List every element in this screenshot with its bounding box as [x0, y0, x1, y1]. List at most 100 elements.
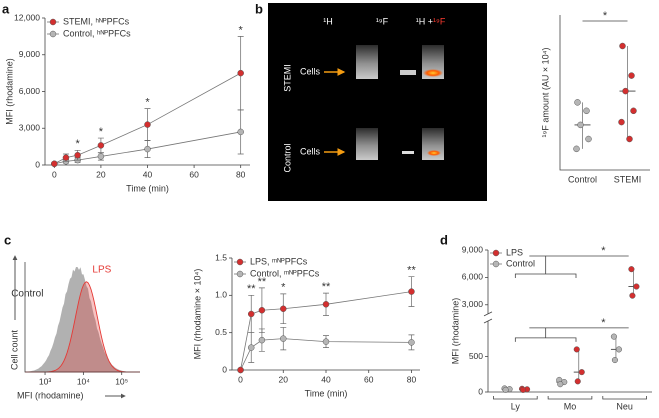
- axis: [559, 15, 650, 171]
- x-tick-label: Neu: [616, 401, 633, 411]
- overlay-signal: [427, 150, 441, 156]
- legend-marker: [236, 258, 244, 266]
- data-point: [74, 151, 81, 159]
- f19-signal: [400, 70, 416, 75]
- x-tick-label: 60: [189, 169, 199, 179]
- data-point: [247, 344, 255, 351]
- series-line: [240, 338, 412, 371]
- legend-label: LPS: [506, 247, 523, 257]
- data-point: [280, 335, 287, 342]
- significance: **: [407, 265, 416, 277]
- y-tick-label: 0: [222, 364, 227, 374]
- significance: *: [281, 282, 286, 294]
- data-point: [633, 283, 640, 290]
- panel-letter: c: [4, 232, 11, 247]
- row-label: Control: [282, 143, 292, 172]
- data-point: [615, 346, 622, 353]
- data-point: [280, 305, 287, 313]
- data-point: [630, 107, 637, 115]
- data-point: [573, 346, 580, 353]
- x-axis-label: Time (min): [126, 183, 169, 193]
- series-label: LPS: [92, 265, 111, 276]
- f19-signal: [402, 151, 414, 154]
- y-tick-label: 1.5: [215, 252, 227, 262]
- x-tick-label: 80: [407, 374, 417, 384]
- tube: [356, 128, 378, 160]
- significance: *: [99, 126, 104, 138]
- axis: [487, 250, 652, 393]
- data-point: [574, 378, 581, 385]
- y-tick-label: 6,000: [19, 86, 41, 96]
- histogram: [25, 267, 140, 372]
- x-tick-label: 10³: [39, 376, 51, 386]
- x-tick-label: 20: [96, 169, 106, 179]
- series-label: Control: [11, 289, 43, 300]
- data-point: [408, 339, 415, 346]
- x-tick-label: Ly: [511, 401, 521, 411]
- x-tick-label: 10⁵: [115, 376, 128, 386]
- y-tick-label: 12,000: [14, 12, 40, 22]
- y-axis-label: ¹⁹F amount (AU × 10⁴): [540, 47, 550, 137]
- y-tick-label: 0: [35, 159, 40, 169]
- legend-label: LPS, ᵐᴺᴾPFCs: [250, 256, 308, 266]
- significance: *: [603, 10, 608, 22]
- legend-label: Control: [506, 258, 535, 268]
- data-point: [144, 121, 151, 128]
- y-axis-label: MFI (rhodamine): [4, 58, 14, 125]
- y-tick-label: 6,000: [462, 272, 484, 282]
- tube: [356, 45, 378, 79]
- significance: *: [601, 245, 606, 257]
- category-bracket: [547, 396, 593, 400]
- legend-marker: [492, 260, 500, 268]
- x-tick-label: Mo: [564, 401, 577, 411]
- legend-label: Control, ʰᴺᴾPFCs: [63, 28, 131, 38]
- image-background: [268, 3, 487, 201]
- data-point: [237, 69, 244, 77]
- marker-label: Cells: [300, 146, 321, 156]
- significance: *: [239, 24, 244, 36]
- data-point: [628, 266, 635, 273]
- data-point: [557, 381, 564, 388]
- y-tick-label: 500: [469, 351, 483, 361]
- y-tick-label: 0.5: [215, 327, 227, 337]
- significance: *: [145, 97, 150, 109]
- data-point: [610, 333, 617, 340]
- x-tick-label: 60: [364, 374, 374, 384]
- column-label: ¹H: [323, 16, 333, 26]
- significance: **: [258, 276, 267, 288]
- data-point: [258, 307, 266, 314]
- data-point: [626, 135, 633, 143]
- x-axis-label: Time (min): [305, 388, 348, 398]
- data-point: [97, 153, 105, 160]
- x-tick-label: 0: [238, 374, 243, 384]
- y-tick-label: 9,000: [19, 49, 41, 59]
- panel-letter: b: [255, 1, 263, 16]
- y-axis-label: MFI (rhodamine × 10⁴): [192, 269, 202, 360]
- x-tick-label: 10⁴: [77, 376, 90, 386]
- data-point: [585, 135, 592, 143]
- x-tick-label: 80: [236, 169, 246, 179]
- legend-marker: [49, 30, 57, 38]
- x-tick-label: 40: [143, 169, 153, 179]
- data-point: [237, 366, 244, 374]
- legend-marker: [49, 18, 57, 26]
- data-point: [573, 145, 580, 153]
- data-point: [622, 87, 629, 95]
- significance: **: [247, 283, 256, 295]
- x-tick-label: STEMI: [614, 174, 642, 184]
- y-tick-label: 3,000: [19, 123, 41, 133]
- column-label: ¹H +: [416, 16, 433, 26]
- data-point: [520, 386, 527, 393]
- comparison-bracket: [514, 327, 577, 342]
- data-point: [247, 310, 255, 318]
- data-point: [618, 118, 625, 126]
- x-tick-label: 20: [279, 374, 289, 384]
- data-point: [628, 72, 635, 79]
- data-point: [258, 336, 266, 344]
- data-point: [502, 386, 509, 393]
- data-point: [583, 107, 590, 115]
- data-point: [578, 369, 585, 376]
- y-tick-label: 0: [478, 386, 483, 396]
- x-tick-label: Control: [568, 174, 597, 184]
